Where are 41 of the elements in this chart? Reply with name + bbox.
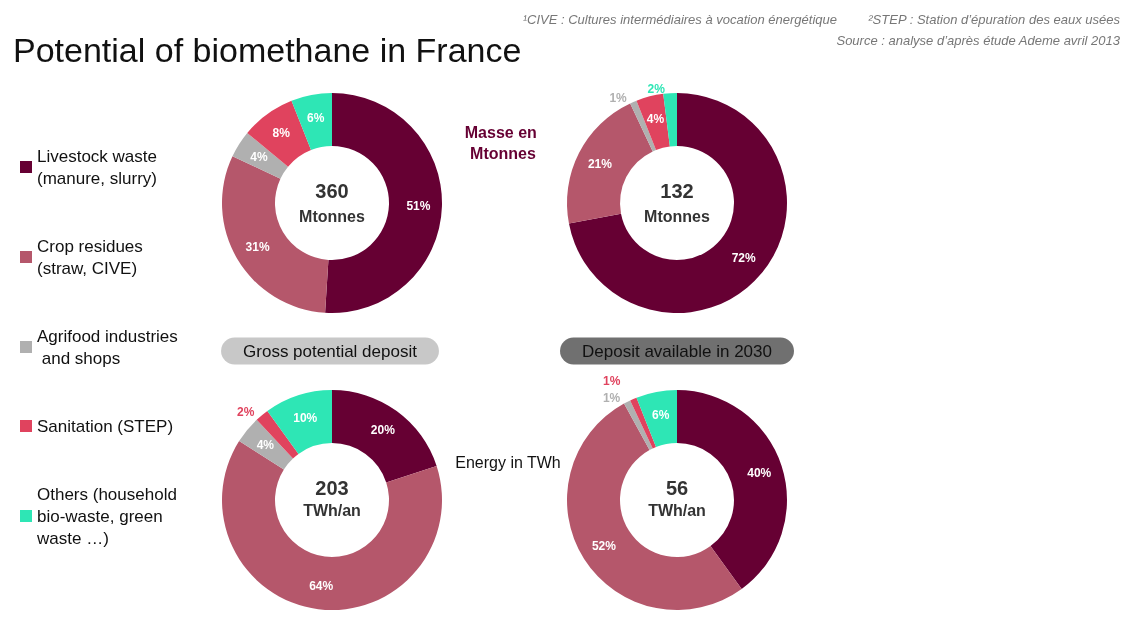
- data-label: 1%: [603, 373, 621, 388]
- data-label: 31%: [245, 240, 270, 255]
- legend-label: Agrifood industries and shops: [37, 326, 178, 368]
- legend-label: Others (household bio-waste, green waste …): [36, 484, 182, 548]
- text: TWh/an: [648, 501, 706, 519]
- data-label: 6%: [652, 408, 670, 423]
- data-label: 10%: [293, 410, 318, 425]
- text: Mtonnes: [299, 207, 365, 225]
- text: ²STEP : Station d’épuration des eaux usées: [868, 11, 1121, 27]
- text: 203: [315, 477, 349, 499]
- text: Masse en Mtonnes: [464, 124, 542, 162]
- data-label: 1%: [602, 391, 621, 406]
- data-label: 52%: [591, 539, 617, 554]
- text: ¹CIVE : Cultures intermédiaires à vocation énergétique: [522, 11, 837, 27]
- data-label: 21%: [587, 156, 613, 171]
- data-label: 51%: [406, 198, 431, 213]
- chart-title: Potential of biomethane in France: [13, 31, 522, 69]
- text: 56: [665, 477, 689, 499]
- legend-label: Crop residues (straw, CIVE): [37, 236, 148, 278]
- text: 360: [315, 180, 349, 202]
- data-label: 20%: [370, 423, 396, 438]
- data-label: 6%: [307, 111, 325, 126]
- data-label: 4%: [646, 112, 665, 127]
- text: Gross potential deposit: [243, 341, 418, 361]
- source-note: Source : analyse d’après étude Ademe avril 2013: [836, 32, 1121, 48]
- text: TWh/an: [303, 501, 361, 519]
- data-label: 2%: [647, 82, 666, 97]
- data-label: 8%: [272, 126, 291, 141]
- text: Energy in TWh: [455, 453, 561, 471]
- data-label: 4%: [250, 149, 268, 164]
- data-label: 40%: [747, 466, 772, 481]
- data-label: 4%: [256, 437, 275, 452]
- text: 132: [660, 180, 694, 202]
- data-label: 64%: [309, 578, 334, 593]
- legend-label: Livestock waste (manure, slurry): [37, 146, 162, 188]
- legend-label: Sanitation (STEP): [37, 416, 174, 436]
- data-label: 2%: [236, 405, 255, 420]
- text: Deposit available in 2030: [582, 341, 772, 361]
- data-label: 1%: [609, 91, 628, 106]
- text: Mtonnes: [644, 207, 710, 225]
- data-label: 72%: [731, 251, 756, 266]
